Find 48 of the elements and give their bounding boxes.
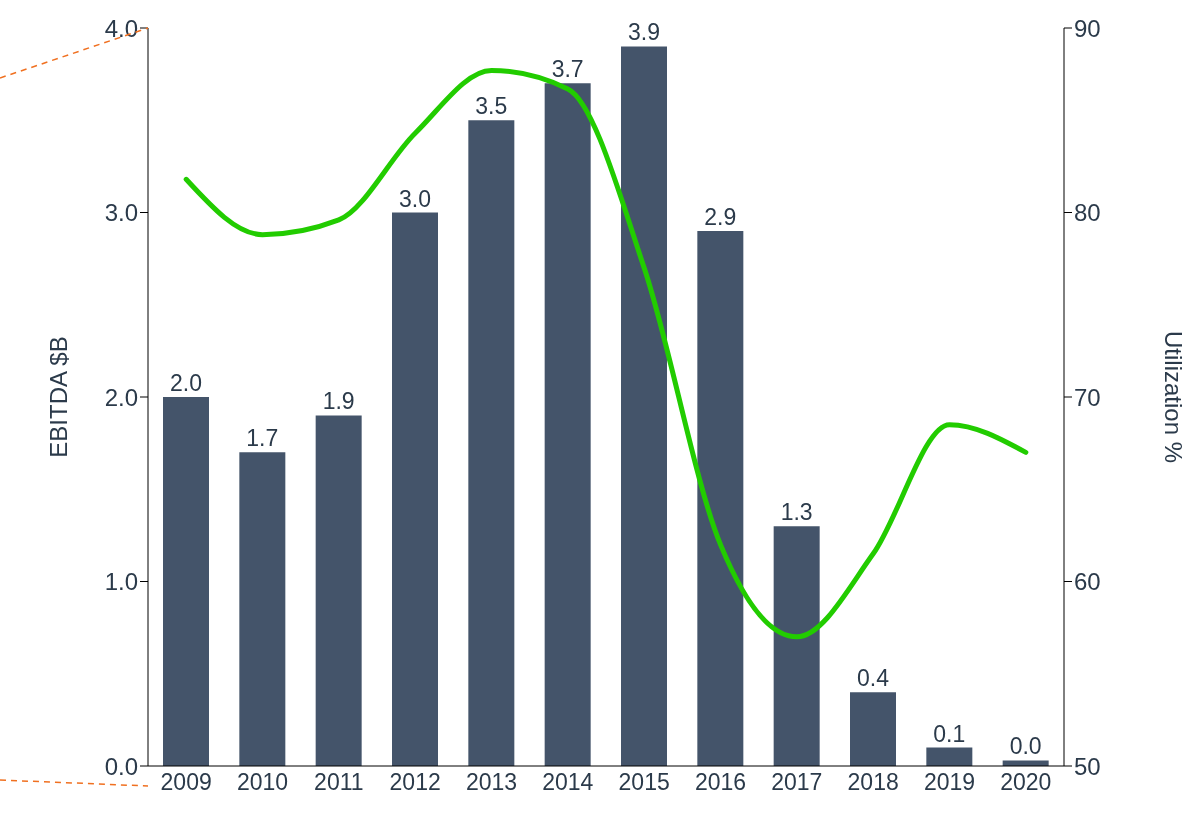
data-label: 0.1 [933,720,966,747]
x-tick-label: 2020 [1000,769,1052,796]
bar [315,415,362,766]
x-tick-label: 2014 [542,769,594,796]
y-tick-label: 3.0 [104,199,138,227]
bar [239,452,286,766]
x-tick-label: 2016 [694,769,747,796]
y-tick-label: 0.0 [104,752,138,780]
bar [697,230,744,766]
bar [544,83,591,766]
data-label: 1.7 [246,425,279,452]
x-tick-label: 2017 [771,769,823,796]
data-label: 0.4 [857,665,890,692]
bar [926,747,973,766]
bar [850,692,896,766]
y2-tick-label: 70 [1074,383,1101,411]
y-tick-label: 1.0 [104,568,138,596]
bar [163,397,209,766]
bar [621,46,667,766]
bar [773,526,820,766]
y2-tick-label: 50 [1074,752,1101,780]
x-tick-label: 2015 [618,769,670,796]
bar [392,212,438,766]
bar [1002,760,1049,766]
x-tick-label: 2011 [314,769,364,796]
data-label: 3.0 [399,185,431,212]
y-tick-label: 2.0 [104,383,138,411]
y-tick-label: 4.0 [104,14,138,42]
data-label: 0.0 [1009,733,1042,760]
data-label: 2.9 [704,203,737,230]
x-tick-label: 2012 [389,769,441,796]
bar [468,120,515,766]
data-label: 3.5 [475,93,508,120]
x-tick-label: 2019 [923,769,976,796]
data-label: 1.3 [780,499,813,526]
x-tick-label: 2013 [465,769,518,796]
data-label: 2.0 [170,370,202,396]
y2-tick-label: 60 [1074,568,1101,596]
y-axis-title: EBITDA $B [44,336,72,458]
x-tick-label: 2018 [847,769,899,796]
x-tick-label: 2010 [236,769,289,796]
y2-axis-title: Utilization % [1160,330,1188,464]
y2-tick-label: 80 [1074,199,1101,227]
data-label: 3.9 [628,19,660,46]
x-tick-label: 2009 [160,769,212,796]
y2-tick-label: 90 [1074,14,1101,42]
data-label: 3.7 [551,56,584,83]
data-label: 1.9 [322,388,355,415]
